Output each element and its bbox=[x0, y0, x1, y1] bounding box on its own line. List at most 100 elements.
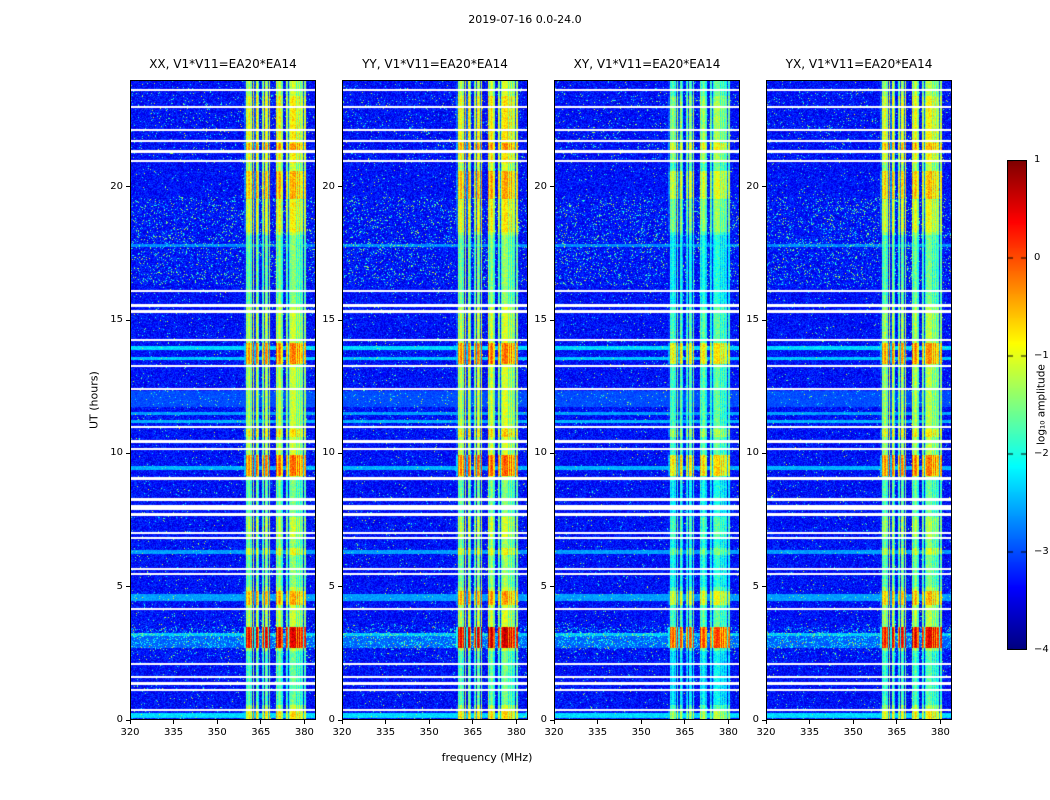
x-tick-mark bbox=[684, 720, 686, 724]
x-tick-mark bbox=[939, 720, 941, 724]
x-tick-label: 365 bbox=[251, 727, 271, 738]
x-tick-label: 350 bbox=[843, 727, 863, 738]
spectrogram-canvas-yy bbox=[342, 80, 528, 720]
y-tick-mark bbox=[338, 586, 342, 588]
colorbar-tick-label: 1 bbox=[1034, 154, 1041, 165]
colorbar-label: log₁₀ amplitude bbox=[1035, 364, 1048, 446]
x-tick-mark bbox=[260, 720, 262, 724]
spectrogram-panel-xx: XX, V1*V11=EA20*EA14 320 335 350 365 380 0 5 10… bbox=[110, 57, 316, 738]
y-tick-label: 20 bbox=[534, 180, 547, 192]
x-tick-label: 365 bbox=[887, 727, 907, 738]
x-tick-label: 365 bbox=[675, 727, 695, 738]
y-tick-mark bbox=[338, 186, 342, 188]
x-tick-label: 380 bbox=[718, 727, 738, 738]
y-tick-label: 10 bbox=[746, 447, 759, 459]
x-tick-mark bbox=[515, 720, 517, 724]
x-tick-label: 335 bbox=[588, 727, 608, 738]
x-tick-mark bbox=[129, 720, 131, 724]
y-axis-label: UT (hours) bbox=[87, 371, 101, 429]
spectrogram-canvas-yx bbox=[766, 80, 952, 720]
x-tick-mark bbox=[896, 720, 898, 724]
spectrogram-canvas-xy bbox=[554, 80, 740, 720]
y-tick-label: 10 bbox=[322, 447, 335, 459]
y-tick-mark bbox=[126, 719, 130, 721]
x-tick-mark bbox=[852, 720, 854, 724]
y-tick-mark bbox=[550, 186, 554, 188]
y-tick-label: 5 bbox=[116, 580, 123, 592]
spectrogram-panel-yy: YY, V1*V11=EA20*EA14 320 335 350 365 380 0 5 10… bbox=[322, 57, 528, 738]
x-tick-mark bbox=[809, 720, 811, 724]
x-tick-label: 350 bbox=[631, 727, 651, 738]
panel-title-yx: YX, V1*V11=EA20*EA14 bbox=[785, 57, 933, 71]
x-tick-mark bbox=[303, 720, 305, 724]
y-tick-label: 5 bbox=[752, 580, 759, 592]
panel-title-xy: XY, V1*V11=EA20*EA14 bbox=[573, 57, 721, 71]
colorbar-tick-label: −1 bbox=[1034, 350, 1049, 361]
x-tick-label: 350 bbox=[419, 727, 439, 738]
x-tick-mark bbox=[341, 720, 343, 724]
panel-title-xx: XX, V1*V11=EA20*EA14 bbox=[149, 57, 297, 71]
y-tick-mark bbox=[126, 452, 130, 454]
x-tick-label: 335 bbox=[800, 727, 820, 738]
x-tick-mark bbox=[597, 720, 599, 724]
y-tick-mark bbox=[126, 186, 130, 188]
spectrogram-panel-yx: YX, V1*V11=EA20*EA14 320 335 350 365 380 0 5 10… bbox=[746, 57, 952, 738]
colorbar-canvas bbox=[1007, 160, 1027, 650]
y-tick-mark bbox=[762, 719, 766, 721]
y-tick-label: 0 bbox=[540, 714, 547, 725]
x-tick-label: 380 bbox=[506, 727, 526, 738]
y-tick-mark bbox=[126, 319, 130, 321]
y-tick-label: 0 bbox=[328, 714, 335, 725]
x-tick-label: 320 bbox=[332, 727, 352, 738]
y-tick-label: 0 bbox=[116, 714, 123, 725]
spectrogram-panel-xy: XY, V1*V11=EA20*EA14 320 335 350 365 380 0 5 10… bbox=[534, 57, 740, 738]
x-axis-label: frequency (MHz) bbox=[441, 751, 533, 764]
y-tick-label: 15 bbox=[322, 314, 335, 325]
x-tick-mark bbox=[385, 720, 387, 724]
x-tick-label: 320 bbox=[544, 727, 564, 738]
y-tick-mark bbox=[762, 319, 766, 321]
y-tick-mark bbox=[338, 719, 342, 721]
y-tick-label: 20 bbox=[746, 180, 759, 192]
colorbar-tick-label: −2 bbox=[1034, 448, 1049, 459]
colorbar-tick-label: −4 bbox=[1034, 644, 1049, 655]
x-tick-mark bbox=[765, 720, 767, 724]
colorbar: 1 0 −1 −2 −3 −4 bbox=[1007, 155, 1049, 655]
y-tick-mark bbox=[550, 719, 554, 721]
x-tick-mark bbox=[428, 720, 430, 724]
y-tick-mark bbox=[126, 586, 130, 588]
y-tick-mark bbox=[762, 186, 766, 188]
x-tick-label: 380 bbox=[930, 727, 950, 738]
x-tick-label: 380 bbox=[294, 727, 314, 738]
x-tick-label: 335 bbox=[164, 727, 184, 738]
x-tick-label: 335 bbox=[376, 727, 396, 738]
y-tick-label: 10 bbox=[110, 447, 123, 459]
y-tick-label: 15 bbox=[746, 314, 759, 325]
x-tick-label: 350 bbox=[207, 727, 227, 738]
y-tick-mark bbox=[550, 452, 554, 454]
x-tick-mark bbox=[173, 720, 175, 724]
x-tick-mark bbox=[216, 720, 218, 724]
y-tick-label: 15 bbox=[110, 314, 123, 325]
y-tick-label: 20 bbox=[322, 180, 335, 192]
x-tick-mark bbox=[640, 720, 642, 724]
colorbar-tick-label: 0 bbox=[1034, 252, 1041, 263]
x-tick-mark bbox=[727, 720, 729, 724]
y-tick-mark bbox=[338, 319, 342, 321]
x-tick-label: 320 bbox=[756, 727, 776, 738]
x-tick-mark bbox=[553, 720, 555, 724]
figure-title: 2019-07-16 0.0-24.0 bbox=[468, 13, 582, 26]
x-tick-label: 365 bbox=[463, 727, 483, 738]
colorbar-tick-label: −3 bbox=[1034, 546, 1049, 557]
y-tick-label: 20 bbox=[110, 180, 123, 192]
y-tick-mark bbox=[762, 586, 766, 588]
spectrogram-canvas-xx bbox=[130, 80, 316, 720]
y-tick-mark bbox=[762, 452, 766, 454]
y-tick-mark bbox=[550, 319, 554, 321]
x-tick-mark bbox=[472, 720, 474, 724]
y-tick-mark bbox=[338, 452, 342, 454]
y-tick-label: 5 bbox=[540, 580, 547, 592]
x-tick-label: 320 bbox=[120, 727, 140, 738]
y-tick-mark bbox=[550, 586, 554, 588]
